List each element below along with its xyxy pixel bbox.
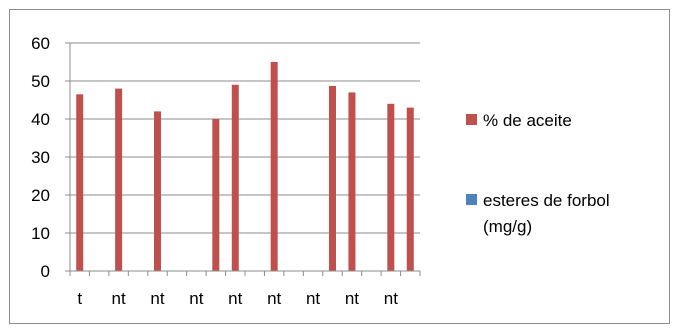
- y-tick-label: 10: [31, 224, 50, 243]
- y-tick-label: 50: [31, 72, 50, 91]
- gridlines: [70, 42, 420, 234]
- legend-label-forbol-line2: (mg/g): [483, 217, 532, 236]
- y-tick-label: 0: [41, 262, 50, 281]
- x-tick-label: t: [77, 289, 82, 308]
- bar-aceite: [270, 62, 278, 271]
- bar-aceite: [212, 119, 220, 271]
- x-tick-label: nt: [384, 289, 398, 308]
- y-tick-label: 20: [31, 186, 50, 205]
- bar-aceite: [329, 85, 336, 271]
- bar-aceite: [154, 111, 161, 272]
- y-tick-label: 30: [31, 148, 50, 167]
- x-tick-label: nt: [306, 289, 320, 308]
- legend-label-forbol: esteres de forbol: [483, 191, 610, 210]
- x-tick-label: nt: [345, 289, 359, 308]
- y-tick-label: 60: [31, 34, 50, 53]
- bar-aceite: [231, 84, 239, 271]
- y-tick-label: 40: [31, 110, 50, 129]
- x-tick-label: nt: [267, 289, 281, 308]
- legend-swatch-forbol: [466, 194, 477, 205]
- x-tick-label: nt: [228, 289, 242, 308]
- x-tick-label: nt: [112, 289, 126, 308]
- bar-aceite: [387, 103, 395, 271]
- x-tick-label: nt: [189, 289, 203, 308]
- legend-label-aceite: % de aceite: [483, 111, 572, 130]
- legend-swatch-aceite: [466, 114, 477, 125]
- bar-aceite: [406, 107, 414, 271]
- bar-aceite: [115, 88, 123, 271]
- x-tick-label: nt: [150, 289, 164, 308]
- legend: % de aceite esteres de forbol (mg/g): [466, 111, 610, 236]
- bars: [76, 62, 414, 272]
- bar-aceite: [76, 94, 84, 271]
- bar-aceite: [348, 92, 356, 272]
- axes: 0 10 20 30 40 50 60 t nt nt nt nt nt nt nt nt: [31, 34, 421, 308]
